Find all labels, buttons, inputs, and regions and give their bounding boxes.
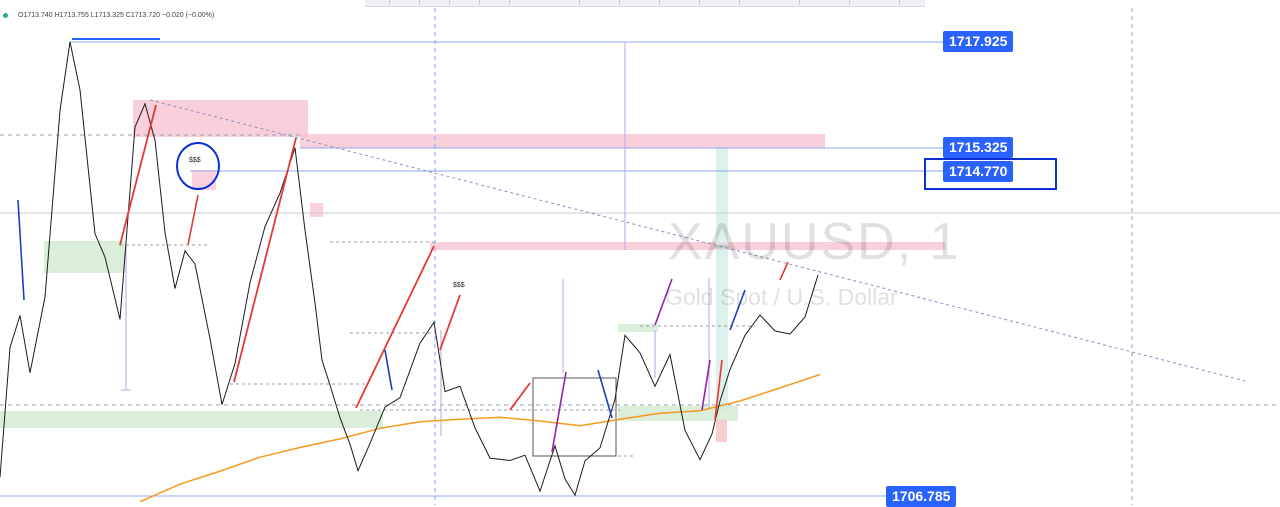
- price-tag-upper[interactable]: 1715.325: [943, 137, 1014, 158]
- stop-zone: [716, 420, 727, 442]
- blue-leg-4: [384, 349, 393, 391]
- price-series-line: [0, 41, 819, 497]
- drawing-toolbar[interactable]: [365, 0, 925, 7]
- range-box: [532, 377, 617, 457]
- demand-zone-right: [618, 406, 738, 421]
- toolbar-button[interactable]: [645, 0, 660, 5]
- demand-zone-left: [44, 241, 125, 273]
- price-tag-top[interactable]: 1717.925: [943, 31, 1014, 52]
- purple-leg-2: [654, 278, 673, 326]
- supply-zone-small-2: [310, 203, 323, 217]
- price-tag-highlight: [924, 158, 1057, 190]
- moving-average-line: [139, 373, 821, 503]
- demand-zone-small: [618, 324, 658, 332]
- liquidity-circle: [176, 142, 220, 190]
- toolbar-button[interactable]: [465, 0, 480, 5]
- target-zone: [716, 148, 728, 410]
- demand-zone-bottom: [0, 411, 383, 428]
- toolbar-button[interactable]: [565, 0, 580, 5]
- impulse-leg-7: [714, 359, 723, 421]
- price-tag-marked[interactable]: 1714.770: [943, 161, 1014, 182]
- toolbar-button[interactable]: [495, 0, 510, 5]
- symbol-watermark: XAUUSD, 1: [668, 213, 961, 271]
- purple-leg-3: [701, 359, 711, 411]
- toolbar-button[interactable]: [605, 0, 620, 5]
- market-status-dot: [3, 13, 8, 18]
- toolbar-button[interactable]: [685, 0, 700, 5]
- ohlc-readout: O1713.740 H1713.755 L1713.325 C1713.720 …: [18, 12, 215, 19]
- toolbar-button[interactable]: [405, 0, 420, 5]
- toolbar-button[interactable]: [835, 0, 850, 5]
- impulse-leg-1: [119, 104, 157, 246]
- purple-leg-1: [551, 371, 567, 453]
- supply-zone-small: [192, 170, 216, 190]
- toolbar-button[interactable]: [435, 0, 450, 5]
- description-watermark: Gold Spot / U.S. Dollar: [665, 284, 898, 310]
- impulse-leg-8: [779, 261, 789, 281]
- impulse-leg-4: [439, 294, 461, 351]
- price-tag-bottom[interactable]: 1706.785: [886, 486, 957, 507]
- blue-leg-1: [17, 199, 25, 301]
- impulse-leg-6: [187, 194, 199, 246]
- toolbar-button[interactable]: [725, 0, 740, 5]
- blue-leg-3: [729, 289, 746, 331]
- trendline-descending: [149, 99, 1246, 382]
- toolbar-button[interactable]: [375, 0, 390, 5]
- toolbar-button[interactable]: [785, 0, 800, 5]
- liquidity-label-2: $$$: [453, 282, 465, 289]
- impulse-leg-5: [509, 382, 531, 411]
- toolbar-button[interactable]: [885, 0, 900, 5]
- supply-zone-upper: [300, 134, 825, 148]
- impulse-leg-2: [233, 137, 297, 383]
- supply-zone-mid: [430, 242, 945, 250]
- impulse-leg-3: [355, 245, 435, 409]
- liquidity-label-1: $$$: [189, 157, 201, 164]
- blue-leg-2: [597, 369, 613, 419]
